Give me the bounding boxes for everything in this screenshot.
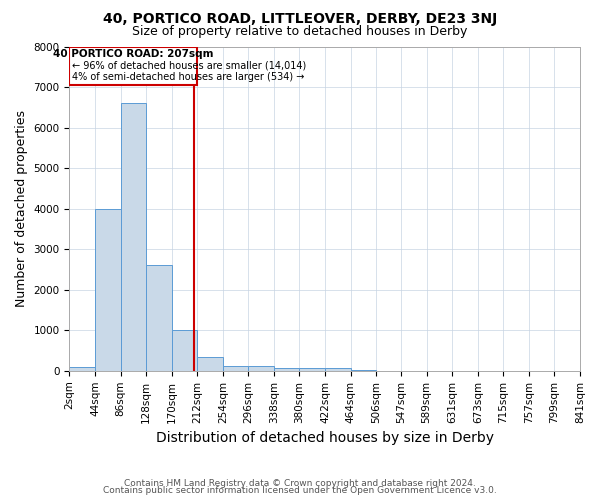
Bar: [95, 208, 121, 371]
Text: 4% of semi-detached houses are larger (534) →: 4% of semi-detached houses are larger (5…: [73, 72, 305, 82]
Text: Contains HM Land Registry data © Crown copyright and database right 2024.: Contains HM Land Registry data © Crown c…: [124, 478, 476, 488]
Bar: [223, 366, 248, 371]
FancyBboxPatch shape: [70, 48, 197, 84]
Bar: [248, 366, 274, 371]
Bar: [146, 266, 172, 371]
Y-axis label: Number of detached properties: Number of detached properties: [15, 110, 28, 307]
Bar: [325, 368, 350, 371]
Bar: [172, 330, 197, 371]
Bar: [299, 368, 325, 371]
Bar: [197, 356, 223, 371]
Text: Size of property relative to detached houses in Derby: Size of property relative to detached ho…: [133, 25, 467, 38]
X-axis label: Distribution of detached houses by size in Derby: Distribution of detached houses by size …: [156, 431, 494, 445]
Bar: [121, 104, 146, 371]
Bar: [70, 367, 95, 371]
Text: 40 PORTICO ROAD: 207sqm: 40 PORTICO ROAD: 207sqm: [53, 50, 214, 59]
Text: Contains public sector information licensed under the Open Government Licence v3: Contains public sector information licen…: [103, 486, 497, 495]
Bar: [274, 368, 299, 371]
Text: ← 96% of detached houses are smaller (14,014): ← 96% of detached houses are smaller (14…: [73, 60, 307, 70]
Text: 40, PORTICO ROAD, LITTLEOVER, DERBY, DE23 3NJ: 40, PORTICO ROAD, LITTLEOVER, DERBY, DE2…: [103, 12, 497, 26]
